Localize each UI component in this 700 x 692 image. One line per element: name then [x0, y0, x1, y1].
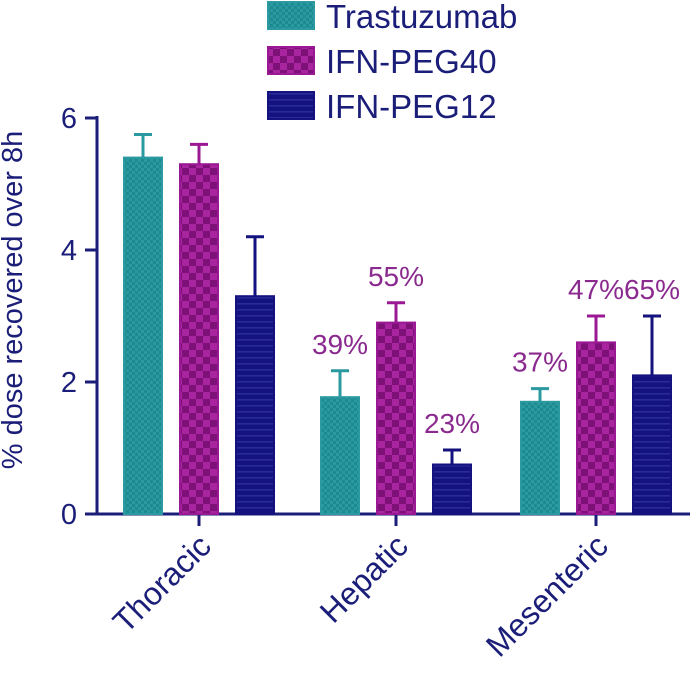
bar-annotations: 39% 37% 55% 47% 23% 65% — [312, 261, 680, 439]
data-label: 39% — [312, 329, 368, 360]
x-axis: Thoracic Hepatic Mesenteric — [97, 512, 690, 664]
bar — [123, 156, 163, 515]
bar — [576, 341, 616, 515]
data-label: 47% — [568, 274, 624, 305]
bar — [520, 400, 560, 515]
legend: Trastuzumab IFN-PEG40 IFN-PEG12 — [267, 0, 517, 125]
legend-label: IFN-PEG40 — [326, 43, 497, 80]
bar — [376, 321, 416, 515]
legend-label: Trastuzumab — [326, 0, 517, 35]
error-bars — [134, 133, 661, 465]
bars — [123, 156, 672, 516]
data-label: 65% — [624, 274, 680, 305]
bar — [320, 396, 360, 515]
x-tick-label: Hepatic — [313, 527, 415, 629]
data-label: 37% — [512, 347, 568, 378]
legend-swatch — [267, 46, 315, 75]
x-tick-label: Thoracic — [106, 527, 218, 639]
y-tick-label: 2 — [61, 367, 77, 399]
legend-swatch — [267, 91, 315, 120]
y-tick-label: 6 — [61, 103, 77, 135]
y-axis-label: % dose recovered over 8h — [0, 131, 29, 470]
x-tick-label: Mesenteric — [479, 527, 615, 663]
legend-label: IFN-PEG12 — [326, 88, 497, 125]
legend-swatch — [267, 1, 315, 30]
data-label: 23% — [424, 408, 480, 439]
y-tick-label: 4 — [61, 235, 77, 267]
bar — [632, 374, 672, 515]
bar — [179, 163, 219, 515]
data-label: 55% — [368, 261, 424, 292]
y-tick-label: 0 — [61, 499, 77, 531]
bar — [432, 463, 472, 515]
y-axis: 0 2 4 6 — [61, 103, 99, 531]
bar — [235, 295, 275, 516]
